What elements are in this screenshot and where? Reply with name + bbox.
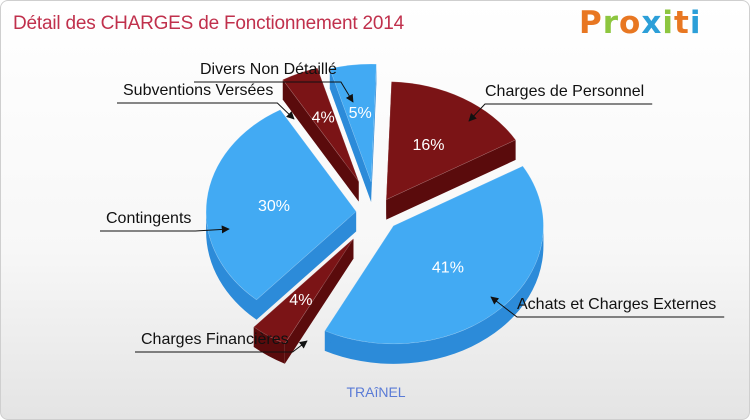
slice-category-label: Subventions Versées [123, 82, 273, 99]
logo-letter: r [602, 5, 620, 41]
pie-slice-6[interactable] [329, 63, 377, 183]
logo-letter: o [619, 5, 642, 41]
pie-slice-wall [371, 64, 377, 203]
pie-slice-wall [329, 68, 372, 203]
leader-line [468, 103, 653, 122]
slice-category-label: Achats et Charges Externes [517, 296, 716, 313]
pie-slice-1[interactable] [385, 81, 517, 201]
pie-slice-side [206, 211, 257, 320]
leader-line [100, 225, 230, 234]
leader-line [135, 340, 308, 353]
pie-slice-2[interactable] [324, 165, 544, 345]
proxiti-logo: Proxiti [579, 5, 701, 41]
chart-title: Détail des CHARGES de Fonctionnement 201… [13, 13, 405, 34]
slice-percent-label: 5% [349, 105, 372, 122]
slice-percent-label: 4% [289, 292, 312, 309]
logo-letter: i [662, 5, 674, 41]
commune-name: TRAîNEL [346, 384, 406, 400]
pie-slice-wall [256, 211, 357, 320]
logo-letter: t [673, 5, 690, 41]
pie-slice-5[interactable] [282, 67, 359, 182]
slice-category-label: Divers Non Détaillé [200, 61, 337, 78]
logo-letter: x [641, 5, 663, 41]
leader-line [490, 296, 725, 318]
slice-percent-label: 16% [412, 137, 444, 154]
logo-letter: i [689, 5, 702, 41]
slice-percent-label: 41% [432, 259, 464, 276]
logo-letter: P [579, 5, 603, 41]
leader-line [194, 81, 354, 103]
leader-line [117, 102, 295, 120]
pie-slice-3[interactable] [253, 238, 354, 345]
pie-slice-side [324, 225, 544, 364]
pie-slice-wall [282, 79, 359, 202]
slice-percent-label: 30% [258, 198, 290, 215]
slice-percent-label: 4% [312, 109, 335, 126]
pie-slice-wall [386, 139, 516, 220]
slice-category-label: Charges de Personnel [485, 83, 644, 100]
slice-category-label: Charges Financières [141, 331, 289, 348]
pie-slice-4[interactable] [205, 109, 357, 301]
slice-category-label: Contingents [106, 210, 191, 227]
